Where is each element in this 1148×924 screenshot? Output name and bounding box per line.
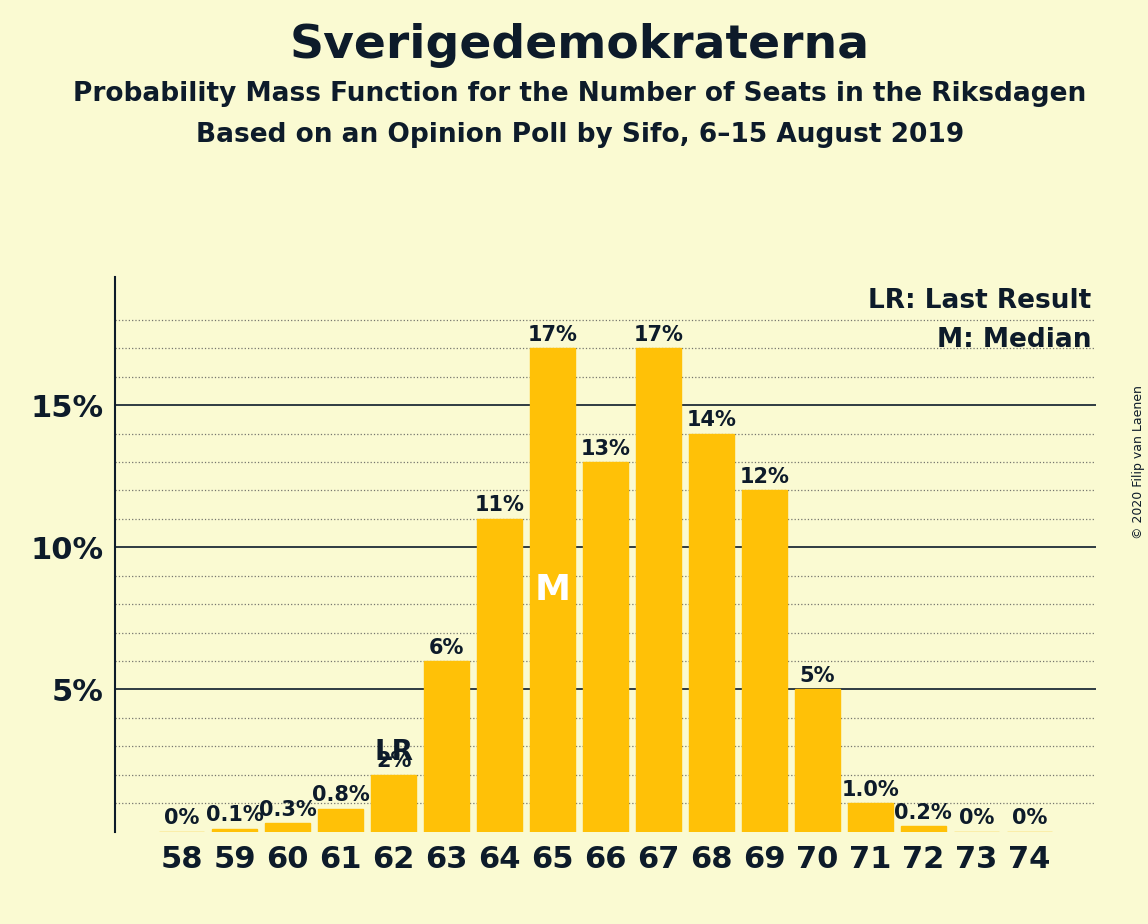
Text: 1.0%: 1.0%: [841, 780, 899, 800]
Text: 17%: 17%: [528, 325, 577, 345]
Bar: [425, 661, 470, 832]
Bar: [848, 803, 893, 832]
Text: 0.1%: 0.1%: [205, 806, 264, 825]
Bar: [265, 823, 310, 832]
Bar: [636, 348, 681, 832]
Text: 12%: 12%: [739, 467, 790, 487]
Bar: [318, 808, 363, 832]
Bar: [212, 829, 257, 832]
Bar: [794, 689, 840, 832]
Text: 0.3%: 0.3%: [259, 799, 317, 820]
Text: 0.8%: 0.8%: [312, 785, 370, 806]
Bar: [689, 433, 734, 832]
Bar: [371, 774, 417, 832]
Text: Probability Mass Function for the Number of Seats in the Riksdagen: Probability Mass Function for the Number…: [73, 81, 1086, 107]
Text: M: M: [535, 573, 571, 607]
Bar: [530, 348, 575, 832]
Text: 0%: 0%: [1011, 808, 1047, 828]
Bar: [583, 462, 628, 832]
Text: M: Median: M: Median: [937, 327, 1092, 353]
Text: 0%: 0%: [959, 808, 994, 828]
Text: 0.2%: 0.2%: [894, 803, 952, 822]
Text: 0%: 0%: [164, 808, 200, 828]
Text: 17%: 17%: [634, 325, 683, 345]
Text: © 2020 Filip van Laenen: © 2020 Filip van Laenen: [1132, 385, 1146, 539]
Bar: [742, 491, 786, 832]
Text: 14%: 14%: [687, 410, 736, 431]
Text: Sverigedemokraterna: Sverigedemokraterna: [289, 23, 870, 68]
Text: 2%: 2%: [377, 751, 411, 772]
Text: LR: Last Result: LR: Last Result: [868, 288, 1092, 314]
Bar: [901, 826, 946, 832]
Text: Based on an Opinion Poll by Sifo, 6–15 August 2019: Based on an Opinion Poll by Sifo, 6–15 A…: [195, 122, 964, 148]
Text: 5%: 5%: [800, 666, 835, 686]
Text: 11%: 11%: [475, 495, 525, 516]
Text: LR: LR: [374, 738, 413, 766]
Text: 13%: 13%: [581, 439, 630, 458]
Bar: [478, 519, 522, 832]
Text: 6%: 6%: [429, 638, 465, 658]
